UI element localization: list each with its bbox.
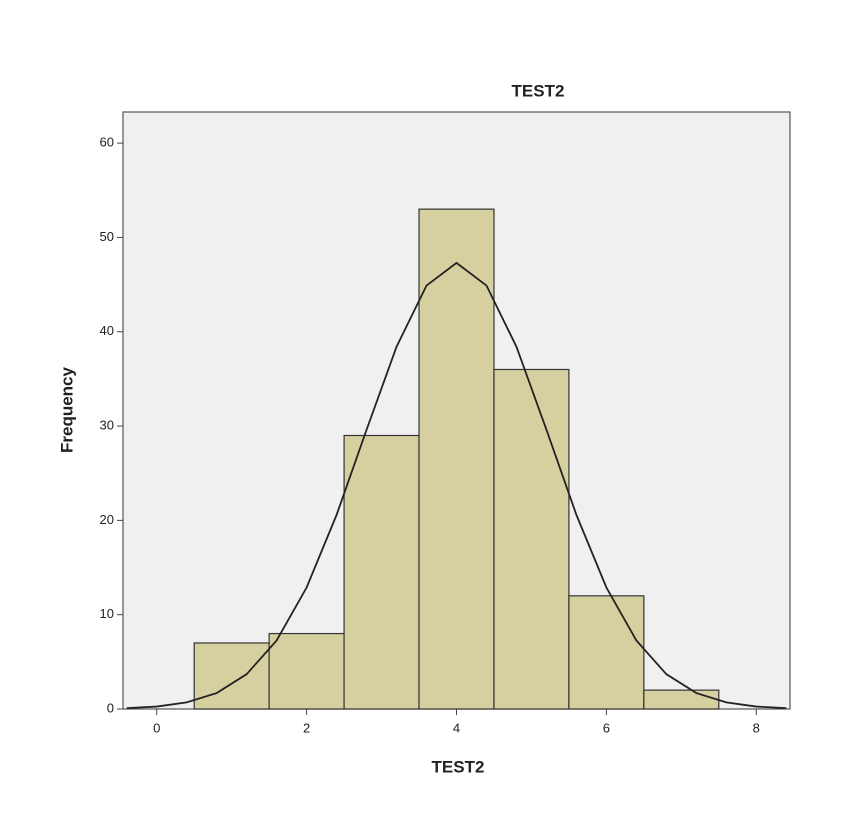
bar (193, 642, 270, 710)
normal-curve (126, 261, 787, 710)
y-tick-label: 20 (100, 512, 114, 527)
y-tick-label: 0 (107, 700, 114, 715)
bar (568, 595, 645, 710)
chart-title: TEST2 (512, 81, 565, 100)
y-axis-label: Frequency (57, 366, 76, 453)
bar (343, 434, 420, 710)
x-tick-label: 0 (153, 720, 160, 735)
x-tick-label: 2 (303, 720, 310, 735)
y-tick-label: 30 (100, 417, 114, 432)
bar (418, 208, 495, 710)
bar (643, 689, 720, 710)
y-tick-label: 40 (100, 323, 114, 338)
bar (493, 368, 570, 710)
y-tick-label: 10 (100, 606, 114, 621)
bar (268, 632, 345, 710)
x-tick-label: 4 (453, 720, 460, 735)
y-tick-label: 50 (100, 229, 114, 244)
x-axis-label: TEST2 (432, 757, 485, 776)
x-tick-label: 8 (753, 720, 760, 735)
y-tick-label: 60 (100, 135, 114, 150)
x-tick-label: 6 (603, 720, 610, 735)
